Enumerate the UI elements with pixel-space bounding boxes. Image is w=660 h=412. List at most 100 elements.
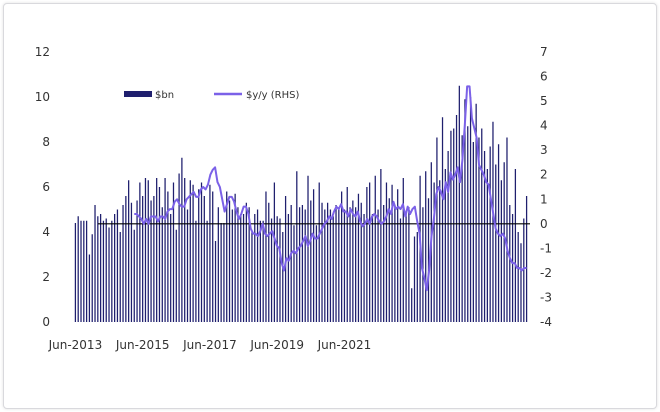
legend-bar-label: $bn [155,90,174,101]
bar [388,198,390,322]
bar [142,196,144,322]
bar [447,151,449,322]
bar [492,121,494,322]
x-tick-label: Jun-2019 [249,338,304,352]
bar [383,205,385,322]
bar [254,214,256,322]
bar [509,205,511,322]
bar [444,169,446,322]
bar [242,214,245,322]
bar [385,182,388,322]
bar [130,202,133,322]
bar [369,182,371,322]
bar [408,207,410,322]
bar [377,209,379,322]
bar [203,196,205,322]
right-tick-label: 4 [540,119,548,133]
bar [455,115,458,322]
bar [357,193,360,322]
bar [88,254,91,322]
bar [293,225,295,322]
bar [427,198,430,322]
bar [481,128,483,322]
bar [111,220,113,322]
bar [116,209,119,322]
yoy-line [134,85,527,292]
chart-frame [3,3,657,409]
bar [139,182,141,322]
right-tick-label: -2 [540,266,552,280]
bar [153,196,155,322]
right-tick-label: 6 [540,70,548,84]
bar [200,182,203,322]
bar [212,191,214,322]
bar [240,214,242,322]
legend-line-label: $y/y (RHS) [246,90,299,101]
bar [326,202,329,322]
bar [181,157,183,322]
bar [416,232,418,322]
left-tick-label: 0 [42,315,50,329]
bar [486,169,488,322]
bar [251,232,253,322]
bar [355,207,357,322]
bar [102,220,105,322]
bar [273,182,276,322]
bar [315,225,318,322]
bar [214,241,217,322]
bar [156,178,158,322]
bar [97,216,99,322]
bar [458,85,460,322]
bar [164,178,166,322]
bar [503,162,505,322]
bar [167,191,169,322]
bar [270,218,273,322]
bar [441,117,444,322]
right-tick-label: -4 [540,315,552,329]
x-tick-label: Jun-2017 [182,338,237,352]
bar [158,187,161,322]
bar [394,207,396,322]
bar [268,202,270,322]
bar [184,178,186,322]
bar [256,209,259,322]
bar [99,214,102,322]
bar [523,218,525,322]
x-axis-ticks: Jun-2013 Jun-2015 Jun-2017 Jun-2019 Jun-2021 [48,338,372,352]
bar [282,232,284,322]
bar [170,214,172,322]
bar [397,189,399,322]
bar [341,191,343,322]
bar [514,169,517,322]
bar [500,180,503,322]
bar [405,211,407,322]
bar [335,205,337,322]
bar [119,232,121,322]
bar [349,207,351,322]
bar [312,189,315,322]
bar [478,137,480,322]
bar [453,128,455,322]
bar [262,220,264,322]
bar [511,214,514,322]
right-tick-label: 0 [540,217,548,231]
bar [495,164,497,322]
bar [391,184,393,322]
bar [150,200,152,322]
bar [461,135,463,322]
bar [366,187,368,322]
bar [147,180,149,322]
bar [371,214,374,322]
bar [352,200,354,322]
left-tick-label: 8 [42,135,50,149]
right-tick-label: 7 [540,45,548,59]
bar [321,202,323,322]
bar [506,137,508,322]
bar [161,207,163,322]
bar [296,171,298,322]
right-tick-label: -1 [540,241,552,255]
bar [91,234,93,322]
bar [329,209,332,322]
bar [517,232,519,322]
bar [237,207,239,322]
